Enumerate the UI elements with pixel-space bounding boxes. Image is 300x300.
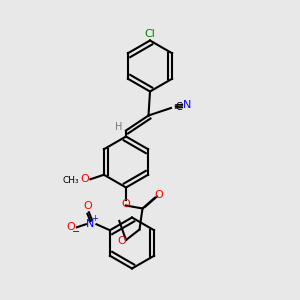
Text: N: N [183, 100, 192, 110]
Text: H: H [115, 122, 122, 133]
Text: O: O [122, 199, 130, 209]
Text: C: C [175, 101, 182, 112]
Text: N: N [86, 219, 94, 229]
Text: O: O [117, 236, 126, 247]
Text: O: O [80, 174, 89, 184]
Text: O: O [83, 201, 92, 211]
Text: CH₃: CH₃ [63, 176, 79, 185]
Text: −: − [72, 227, 80, 237]
Text: O: O [66, 222, 75, 232]
Text: Cl: Cl [145, 29, 155, 39]
Text: O: O [154, 190, 164, 200]
Text: +: + [92, 214, 98, 223]
